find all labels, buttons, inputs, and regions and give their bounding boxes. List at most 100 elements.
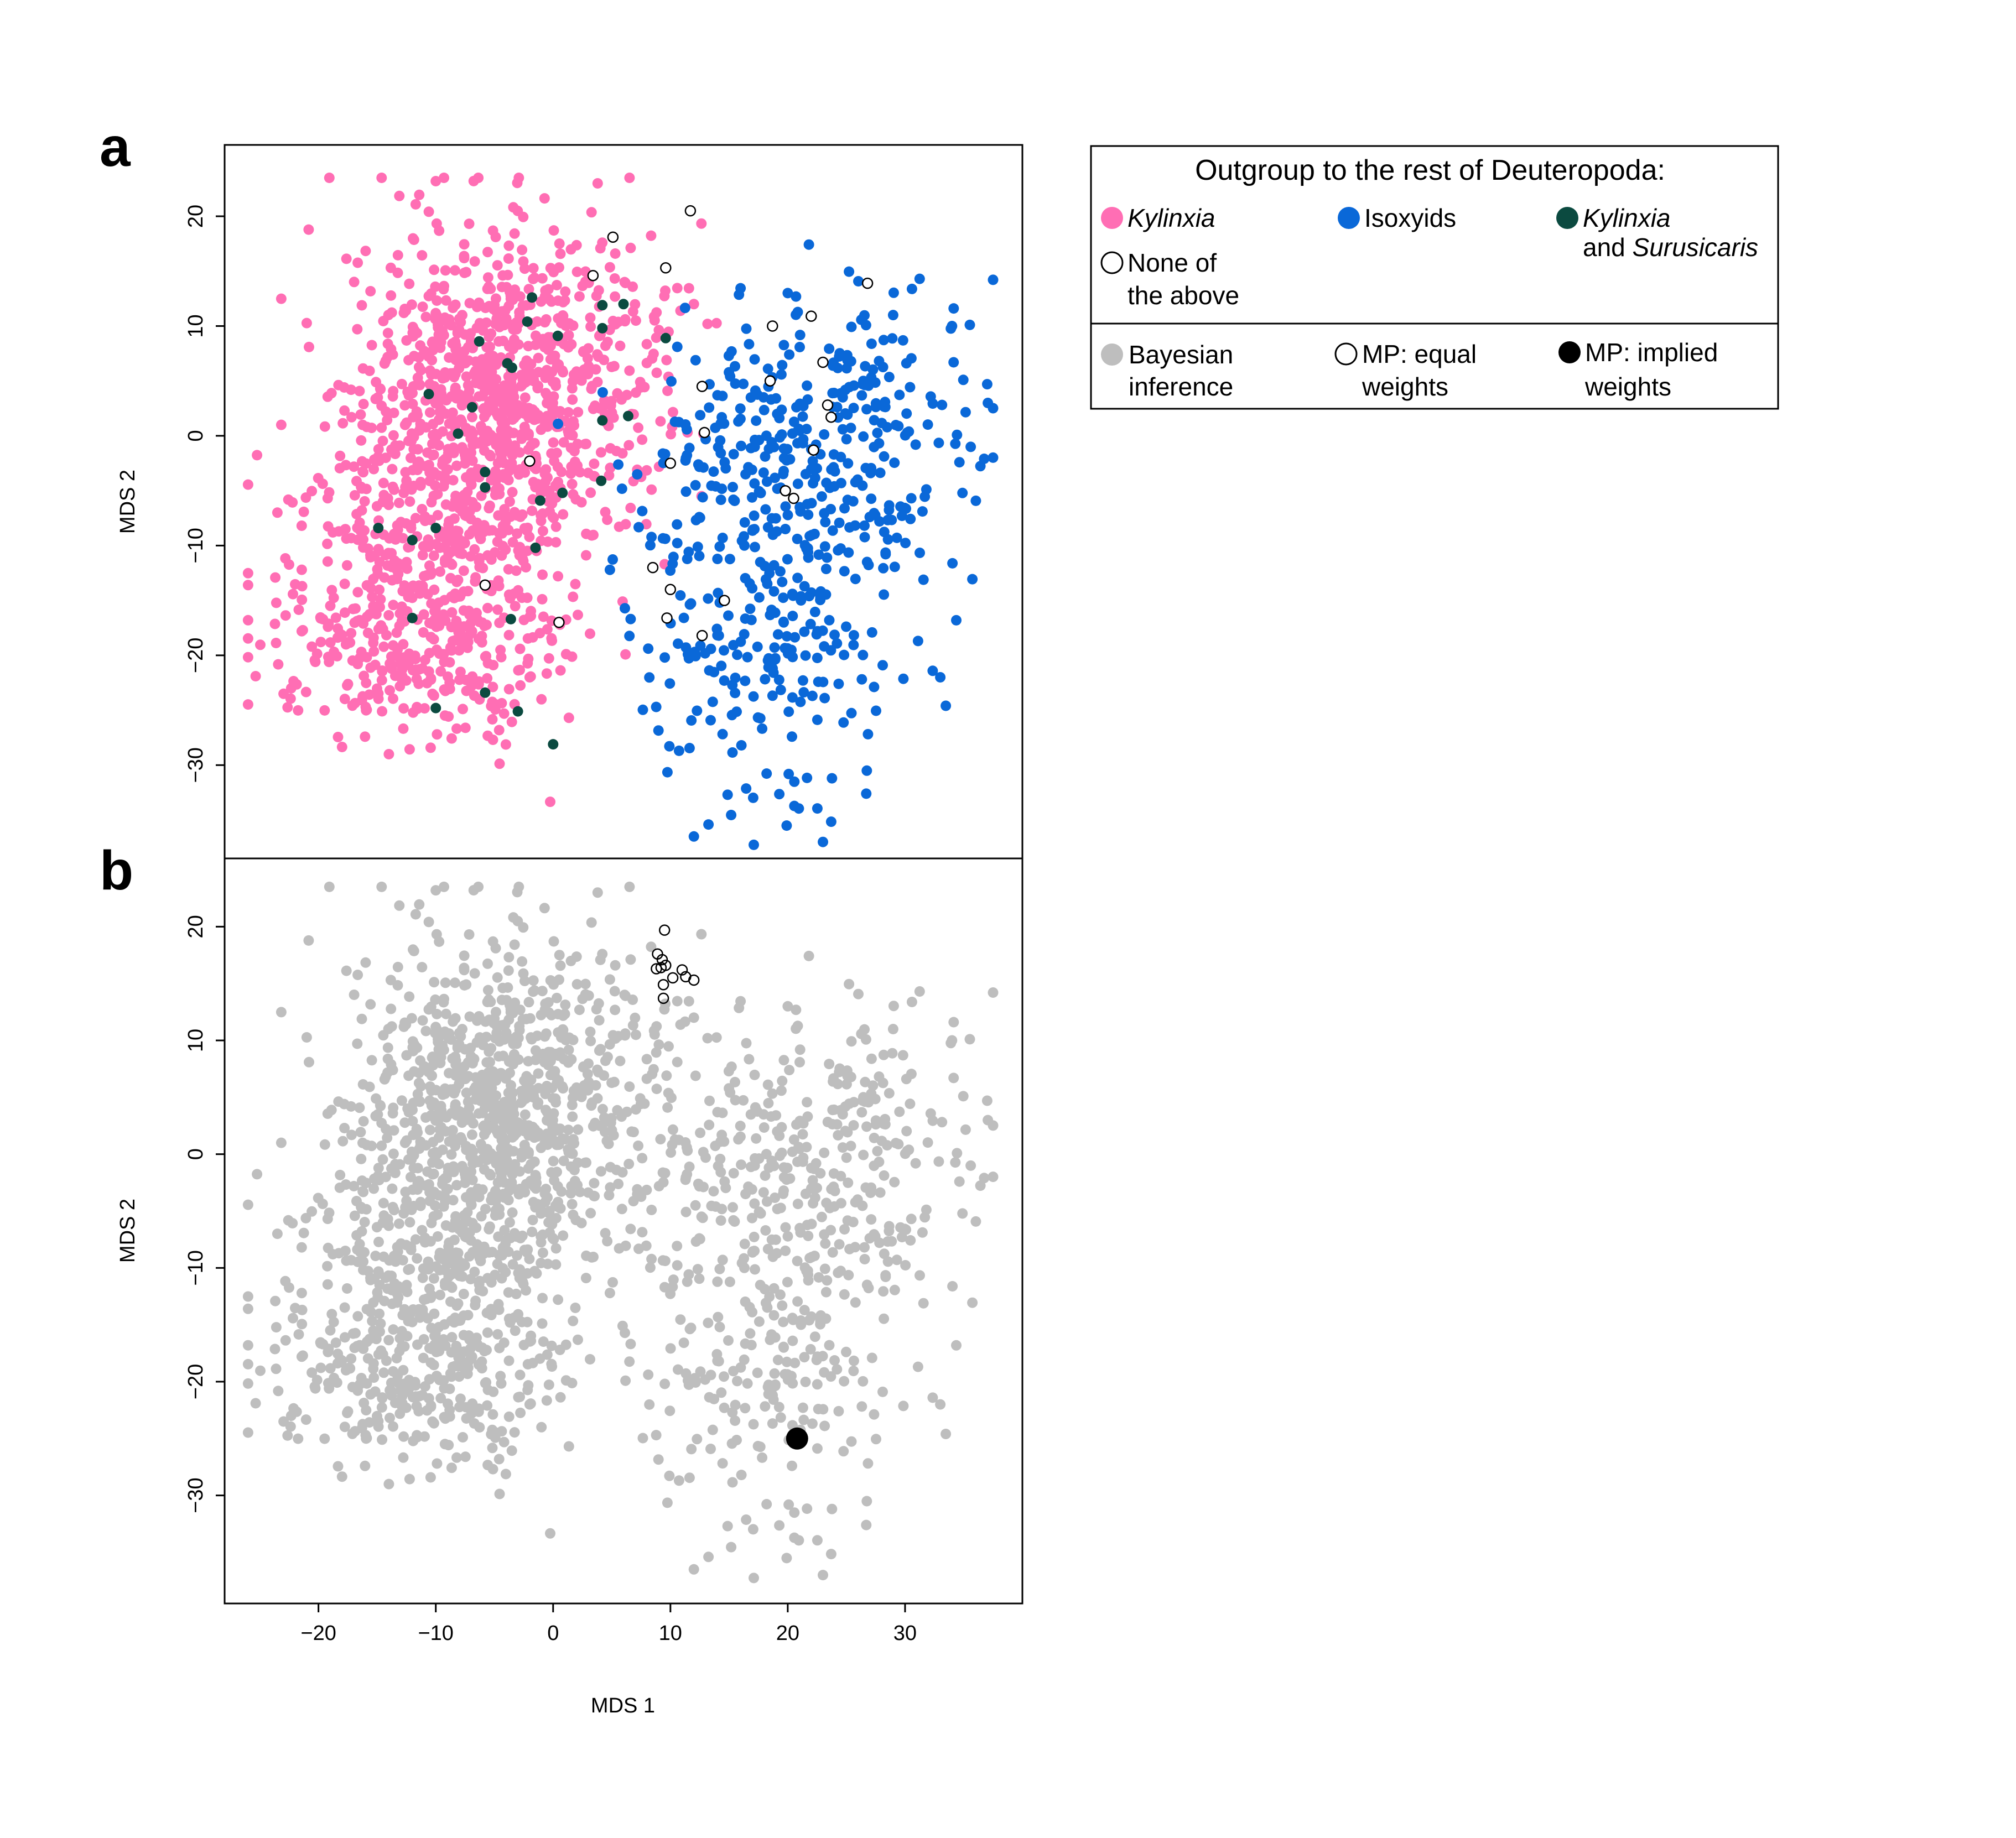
- kylinxia-point: [296, 564, 307, 575]
- isoxyid-point: [747, 792, 758, 803]
- kylinxia-point: [625, 502, 636, 513]
- bayesian-point: [874, 1237, 885, 1248]
- kylinxia-point: [613, 316, 623, 327]
- bayesian-point: [420, 1381, 430, 1392]
- bayesian-point: [775, 1412, 786, 1423]
- kylinxia-point: [500, 517, 511, 528]
- kylinxia-point: [455, 628, 466, 639]
- kylinxia-point: [425, 288, 437, 299]
- isoxyid-point: [860, 361, 871, 372]
- bayesian-point: [456, 1261, 467, 1272]
- bayesian-point: [404, 1217, 415, 1228]
- bayesian-point: [297, 1350, 308, 1361]
- bayesian-point: [423, 1393, 434, 1404]
- bayesian-point: [882, 1256, 893, 1267]
- isoxyid-point: [665, 565, 676, 576]
- isoxyid-point: [859, 310, 870, 321]
- bayesian-point: [690, 1070, 701, 1081]
- bayesian-point: [408, 1045, 419, 1056]
- bayesian-point: [780, 1245, 791, 1256]
- bayesian-point: [750, 1264, 760, 1275]
- kylinxia-point: [392, 249, 403, 261]
- bayesian-point: [791, 1004, 802, 1016]
- bayesian-point: [463, 1310, 474, 1321]
- bayesian-point: [464, 1334, 475, 1345]
- kylinxia-point: [406, 452, 416, 464]
- isoxyid-point: [894, 389, 905, 400]
- bayesian-point: [558, 1155, 569, 1167]
- kylinxia-point: [547, 367, 558, 377]
- isoxyid-point: [787, 692, 798, 703]
- bayesian-point: [521, 1285, 532, 1296]
- none-of-the-above-point: [822, 399, 834, 411]
- isoxyid-point: [632, 469, 643, 480]
- bayesian-point: [740, 1403, 751, 1414]
- isoxyid-point: [757, 723, 768, 734]
- bayesian-point: [419, 1237, 430, 1248]
- kylinxia-point: [517, 509, 528, 520]
- bayesian-point: [610, 960, 621, 971]
- kylinxia-point: [468, 175, 479, 186]
- kylinxia-point: [503, 389, 515, 399]
- bayesian-point: [481, 1154, 492, 1165]
- bayesian-point: [657, 1255, 668, 1266]
- bayesian-point: [345, 1363, 356, 1374]
- kylinxia-point: [450, 382, 461, 393]
- bayesian-point: [408, 944, 418, 955]
- kylinxia-point: [563, 342, 574, 353]
- bayesian-point: [484, 1087, 495, 1098]
- isoxyid-point: [659, 449, 671, 460]
- bayesian-point: [594, 1015, 605, 1026]
- bayesian-point: [567, 1199, 578, 1210]
- kylinxia-surusicaris-point: [480, 466, 491, 477]
- kylinxia-point: [550, 537, 562, 548]
- kylinxia-surusicaris-point: [597, 322, 608, 334]
- kylinxia-point: [625, 242, 636, 253]
- isoxyid-point: [730, 378, 741, 389]
- isoxyid-point: [749, 839, 759, 850]
- bayesian-point: [446, 1462, 457, 1473]
- bayesian-point: [694, 1273, 705, 1284]
- bayesian-point: [373, 1175, 385, 1185]
- bayesian-point: [361, 1433, 372, 1444]
- isoxyid-point: [793, 803, 804, 814]
- isoxyid-point: [692, 541, 703, 553]
- kylinxia-point: [504, 496, 515, 507]
- isoxyid-point: [821, 477, 832, 488]
- isoxyid-point: [705, 643, 716, 654]
- bayesian-point: [426, 1085, 437, 1096]
- bayesian-point: [632, 1189, 643, 1200]
- kylinxia-point: [592, 178, 603, 189]
- bayesian-point: [645, 1262, 656, 1273]
- bayesian-point: [550, 1259, 562, 1270]
- bayesian-point: [628, 1127, 639, 1138]
- isoxyid-point: [717, 533, 728, 543]
- bayesian-point: [788, 1314, 799, 1325]
- isoxyid-point: [827, 388, 838, 399]
- bayesian-point: [339, 1098, 350, 1110]
- bayesian-point: [303, 935, 314, 946]
- bayesian-point: [329, 1372, 340, 1383]
- bayesian-point: [643, 1369, 654, 1380]
- isoxyid-point: [694, 550, 705, 561]
- kylinxia-point: [493, 510, 504, 521]
- bayesian-point: [620, 1327, 630, 1339]
- bayesian-point: [766, 1111, 777, 1122]
- bayesian-point: [537, 986, 548, 997]
- bayesian-point: [783, 1499, 794, 1510]
- bayesian-point: [705, 1444, 716, 1454]
- bayesian-point: [548, 1155, 559, 1167]
- bayesian-point: [370, 1251, 381, 1262]
- kylinxia-point: [356, 435, 367, 446]
- isoxyid-point: [825, 816, 836, 827]
- kylinxia-point: [346, 628, 357, 639]
- bayesian-point: [547, 1361, 558, 1372]
- kylinxia-point: [627, 281, 638, 292]
- kylinxia-point: [392, 267, 403, 278]
- bayesian-point: [399, 1137, 411, 1148]
- bayesian-point: [819, 1367, 830, 1378]
- bayesian-point: [965, 1160, 976, 1171]
- kylinxia-point: [503, 240, 515, 251]
- bayesian-point: [439, 1026, 450, 1037]
- isoxyid-point: [759, 561, 770, 571]
